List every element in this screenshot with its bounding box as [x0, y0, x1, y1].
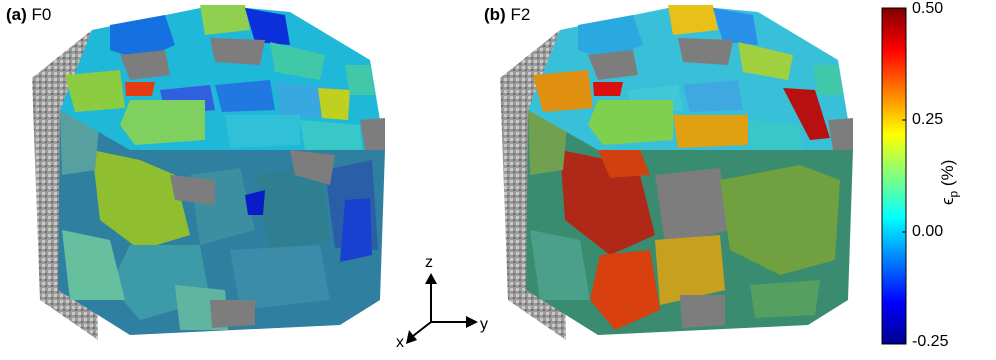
cube-b-front-grain: [590, 250, 660, 330]
cube-a-top-grain: [345, 65, 375, 95]
colorbar: [881, 7, 907, 345]
panel-a-label: (a) F0: [6, 5, 51, 25]
cube-b-top-grain: [813, 65, 843, 95]
cube-b-front-grain: [655, 235, 725, 305]
cube-a-front-grain: [340, 198, 372, 262]
cube-b-top-grain: [668, 5, 718, 35]
cube-b-top-grain: [673, 115, 748, 148]
cube-b-front-grain: [680, 295, 725, 328]
panel-a-name: F0: [31, 5, 52, 24]
triad-z-label: z: [425, 254, 433, 271]
cube-b-front-grain: [530, 230, 590, 300]
colorbar-label-symbol: ϵ: [938, 197, 957, 205]
colorbar-axis-label: ϵp (%): [938, 160, 960, 205]
panel-b-name: F2: [510, 5, 531, 24]
cube-a-front-grain: [255, 165, 330, 250]
cube-b-top-grain: [783, 88, 830, 140]
cube-a-front-grain: [230, 245, 330, 310]
triad-y-arrowhead: [466, 316, 478, 328]
colorbar-label-unit: (%): [938, 159, 957, 187]
cube-b-front-grain: [655, 168, 730, 245]
triad-x-arrowhead: [406, 330, 417, 344]
cube-b-front-grain: [750, 280, 820, 318]
panel-a-letter: (a): [6, 5, 27, 24]
cube-a-top-grain: [65, 70, 125, 112]
cube-a-top-grain: [245, 8, 290, 45]
triad-x-axis: [412, 321, 432, 337]
cube-b-top-grain: [748, 120, 802, 150]
colorbar-label-subscript: p: [946, 190, 961, 198]
panel-b-letter: (b): [484, 5, 506, 24]
cube-b-top-grain: [588, 100, 673, 145]
cube-a-front-grain: [92, 150, 190, 250]
cube-b-top-grain: [828, 118, 853, 150]
triad-z-arrowhead: [425, 273, 437, 284]
colorbar-tick-label: -0.25: [912, 333, 949, 350]
cube-b-top-grain: [678, 38, 733, 65]
cube-a-top-grain: [318, 88, 350, 120]
cube-a: [32, 5, 385, 340]
cube-a-front-grain: [210, 300, 255, 328]
cube-a-top-grain: [300, 120, 362, 150]
cube-b-top-grain: [578, 15, 643, 60]
cube-a-front-grain: [170, 175, 215, 205]
cube-a-top-grain: [225, 115, 300, 148]
coordinate-triad: [406, 273, 478, 344]
cube-b-front-grain: [720, 165, 840, 275]
colorbar-gradient: [881, 7, 907, 345]
cube-a-top-grain: [210, 38, 265, 65]
cube-a-top-grain: [125, 82, 155, 96]
cube-a-top-grain: [200, 5, 250, 35]
triad-y-label: y: [480, 316, 488, 333]
cube-b-top-grain: [738, 42, 793, 80]
colorbar-tick-label: 0.00: [912, 223, 944, 240]
colorbar-tick-label: 0.50: [912, 0, 944, 17]
cube-b-front-grain: [598, 150, 650, 178]
cube-a-top-grain: [120, 100, 205, 145]
cube-a-front-grain: [290, 150, 335, 185]
cube-a-top-grain: [110, 15, 175, 60]
cube-b-top-grain: [593, 82, 623, 96]
cube-a-top-grain: [360, 118, 385, 150]
cube-b-top-grain: [588, 50, 638, 80]
panel-b-label: (b) F2: [484, 5, 530, 25]
colorbar-tick-label: 0.25: [912, 111, 944, 128]
cube-a-top-grain: [120, 50, 170, 80]
cube-a-front-grain: [245, 190, 265, 215]
triad-x-label: x: [396, 334, 404, 351]
cube-b-top-grain: [683, 80, 743, 112]
cube-b: [500, 5, 853, 340]
cube-a-top-grain: [215, 80, 275, 112]
cube-b-top-grain: [713, 8, 758, 45]
cube-a-top-grain: [270, 42, 325, 80]
cube-b-top-grain: [533, 70, 593, 112]
cube-a-front-grain: [62, 230, 125, 300]
